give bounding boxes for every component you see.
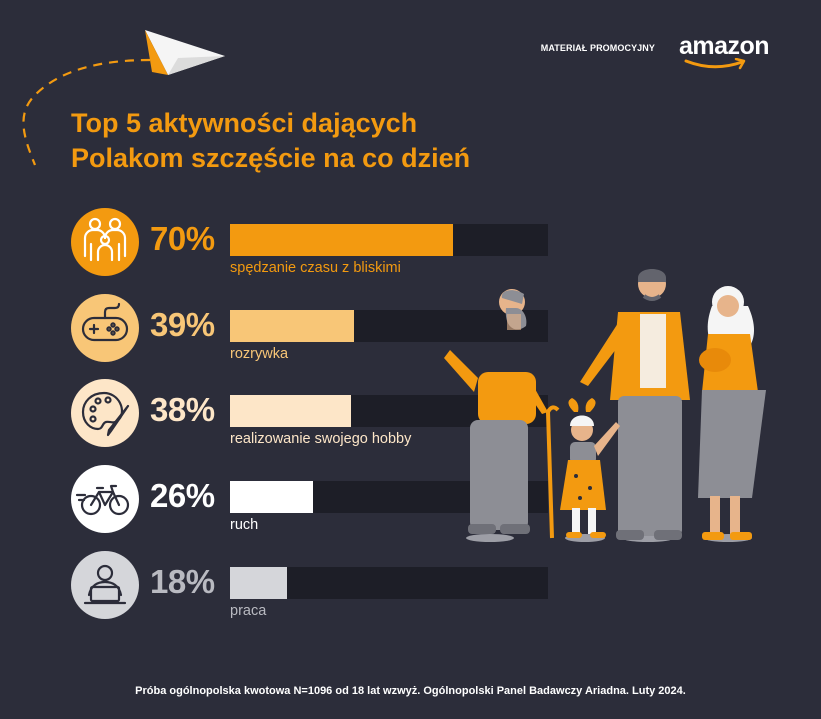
- value-label: 26%: [150, 477, 215, 514]
- gamepad-icon: [71, 294, 139, 362]
- bar-track: [230, 224, 548, 256]
- child-figure: [560, 398, 620, 542]
- value-label: 18%: [150, 563, 215, 600]
- chart-title: Top 5 aktywności dających Polakom szczęś…: [71, 106, 470, 176]
- category-label: rozrywka: [230, 346, 289, 362]
- bar: [230, 567, 288, 599]
- bar-row-entertainment: 39% rozrywka: [0, 294, 560, 374]
- palette-icon: [71, 379, 139, 447]
- bar-row-family-time: 70% spędzanie czasu z bliskimi: [0, 208, 560, 288]
- footnote: Próba ogólnopolska kwotowa N=1096 od 18 …: [135, 685, 686, 697]
- title-line-1: Top 5 aktywności dających: [71, 108, 418, 138]
- grandfather-figure: [444, 289, 560, 542]
- family-illustration: [444, 269, 766, 542]
- category-label: realizowanie swojego hobby: [230, 431, 412, 447]
- category-label: praca: [230, 603, 267, 619]
- sponsor-label: MATERIAŁ PROMOCYJNY: [540, 43, 655, 53]
- laptop-worker-icon: [71, 551, 139, 619]
- bar: [230, 310, 355, 342]
- bar-row-work: 18% praca: [0, 551, 560, 631]
- amazon-logo: amazon: [679, 32, 770, 60]
- family-icon: [71, 208, 139, 276]
- bar-track: [230, 310, 548, 342]
- bicycle-icon: [71, 465, 139, 533]
- title-line-2: Polakom szczęście na co dzień: [71, 143, 471, 173]
- category-label: spędzanie czasu z bliskimi: [230, 260, 401, 276]
- paper-plane-icon: [22, 30, 225, 166]
- category-label: ruch: [230, 517, 259, 533]
- bar-track: [230, 567, 548, 599]
- bar: [230, 395, 351, 427]
- value-label: 39%: [150, 306, 215, 343]
- bar: [230, 481, 313, 513]
- value-label: 70%: [150, 220, 215, 257]
- father-figure: [580, 269, 690, 542]
- mother-figure: [698, 286, 766, 542]
- bar: [230, 224, 453, 256]
- amazon-smile-icon: [684, 58, 746, 70]
- value-label: 38%: [150, 391, 215, 428]
